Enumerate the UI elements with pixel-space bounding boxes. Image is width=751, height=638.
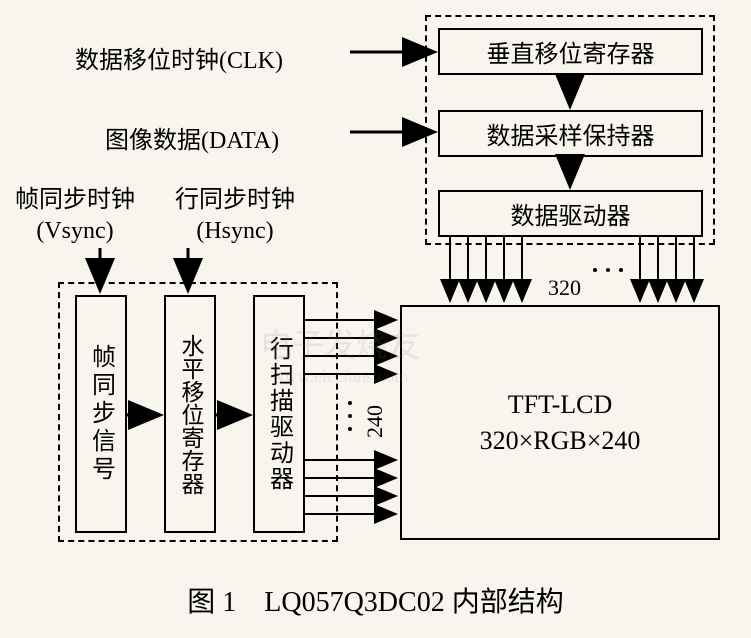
vsync-label: 帧同步时钟 (Vsync) xyxy=(15,185,135,247)
hshift-reg-box: 水平移位寄存器 xyxy=(164,295,216,533)
figure-caption: 图 1 LQ057Q3DC02 内部结构 xyxy=(0,580,751,620)
frame-sync-box: 帧同步信号 xyxy=(75,295,127,533)
vshift-reg-box: 垂直移位寄存器 xyxy=(438,28,703,75)
bus-320-label: 320 xyxy=(548,275,581,301)
hsync-label: 行同步时钟 (Hsync) xyxy=(175,185,295,247)
sample-hold-box: 数据采样保持器 xyxy=(438,110,703,157)
row-driver-box: 行扫描驱动器 xyxy=(253,295,305,533)
tft-lcd-box: TFT-LCD 320×RGB×240 xyxy=(400,305,720,540)
tft-lcd-line2: 320×RGB×240 xyxy=(480,426,641,456)
clk-label: 数据移位时钟(CLK) xyxy=(75,40,283,75)
data-driver-box: 数据驱动器 xyxy=(438,190,703,237)
block-diagram: 数据移位时钟(CLK) 图像数据(DATA) 垂直移位寄存器 数据采样保持器 数… xyxy=(0,0,751,638)
data-label: 图像数据(DATA) xyxy=(105,120,279,155)
bus-240-label: 240 xyxy=(362,405,388,438)
tft-lcd-line1: TFT-LCD xyxy=(508,390,613,420)
